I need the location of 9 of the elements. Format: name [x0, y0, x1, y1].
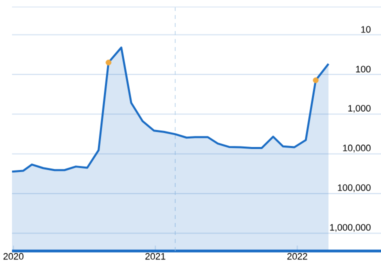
y-tick-label: 1,000,000 — [330, 224, 371, 232]
y-tick-label: 1,000 — [348, 104, 371, 113]
y-tick-label: 100 — [356, 66, 371, 72]
y-tick-label: 100,000 — [338, 184, 371, 192]
x-tick-label: 2020 — [4, 253, 24, 260]
y-tick-label: 10 — [361, 26, 371, 33]
y-tick-label: 10,000 — [343, 144, 371, 152]
x-tick-label: 2022 — [287, 253, 308, 260]
x-tick-label: 2021 — [145, 253, 166, 260]
